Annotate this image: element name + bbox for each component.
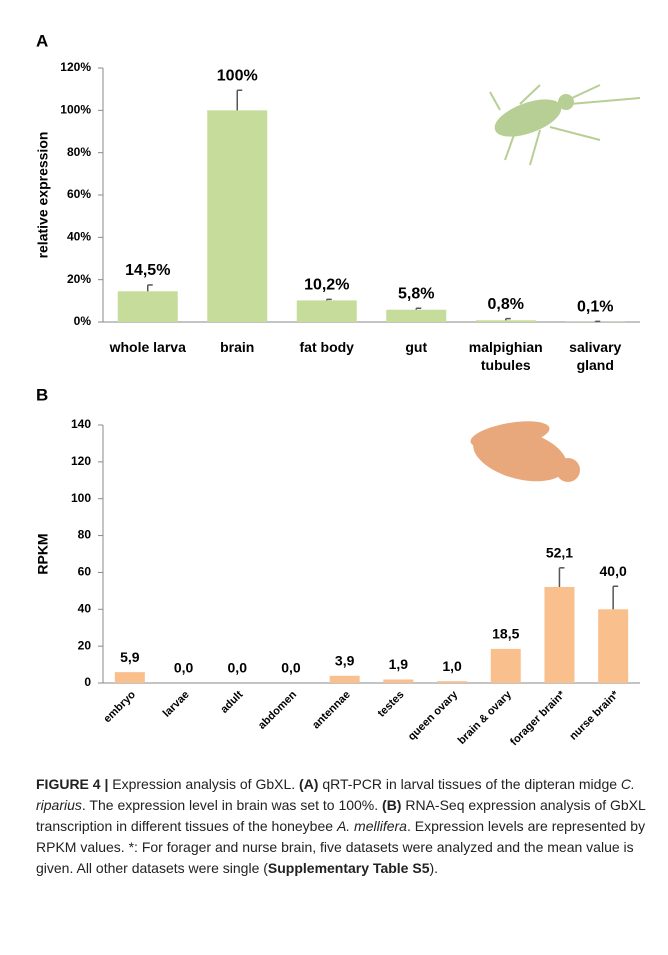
y-tick-label: 60	[78, 565, 92, 579]
x-tick-label: gut	[405, 339, 428, 355]
x-tick-label: abdomen	[256, 689, 299, 732]
value-label: 5,8%	[398, 285, 434, 302]
caption-text: Supplementary Table S5	[267, 860, 430, 876]
caption-text: (B)	[382, 797, 402, 813]
x-tick-label: forager brain*	[508, 688, 568, 748]
caption-text: . Expression levels are represented by R…	[36, 818, 646, 876]
caption-text: . The expression level in brain was set …	[81, 797, 383, 813]
bar	[544, 586, 575, 683]
y-tick-label: 140	[71, 417, 91, 431]
error-bar	[147, 284, 153, 292]
y-tick-label: 100	[71, 491, 91, 505]
x-tick-label: malpighian tubules	[468, 339, 543, 373]
bar	[114, 672, 145, 683]
caption-text: FIGURE 4 |	[36, 776, 109, 792]
y-tick-label: 80	[78, 528, 92, 542]
value-label: 18,5	[492, 626, 519, 642]
error-bar	[236, 89, 243, 111]
x-tick-label: antennae	[310, 689, 353, 732]
y-tick-label: 80%	[67, 145, 91, 159]
y-tick-label: 20%	[67, 272, 91, 286]
x-tick-label: whole larva	[109, 339, 186, 355]
y-tick-label: 0	[84, 675, 91, 689]
bar	[383, 679, 414, 683]
bar	[329, 675, 360, 683]
y-tick-label: 120%	[60, 60, 91, 74]
y-tick-label: 0%	[74, 314, 92, 328]
bee-icon	[470, 421, 580, 482]
y-tick-label: 100%	[60, 103, 91, 117]
value-label: 3,9	[335, 653, 355, 669]
value-label: 14,5%	[125, 262, 170, 279]
value-label: 52,1	[546, 545, 573, 561]
x-tick-label: fat body	[299, 339, 354, 355]
error-bar	[326, 298, 332, 301]
value-label: 5,9	[120, 649, 140, 665]
x-tick-label: brain	[220, 339, 255, 355]
bar	[117, 291, 178, 322]
x-tick-label: nurse brain*	[567, 688, 621, 742]
value-label: 0,0	[281, 660, 301, 676]
caption-text: (A)	[299, 776, 319, 792]
bar	[475, 320, 536, 322]
bar	[386, 309, 447, 322]
caption-text: ).	[429, 860, 439, 876]
error-bar	[558, 567, 565, 587]
value-label: 0,0	[228, 660, 248, 676]
y-axis-label: relative expression	[35, 132, 51, 259]
value-label: 0,8%	[488, 296, 524, 313]
bar	[437, 681, 468, 683]
value-label: 1,0	[442, 658, 462, 674]
caption-text: Expression analysis of GbXL.	[108, 776, 300, 792]
bar	[490, 648, 521, 683]
x-tick-label: adult	[218, 688, 245, 715]
value-label: 1,9	[389, 656, 409, 672]
value-label: 0,1%	[577, 299, 613, 316]
error-bar	[505, 317, 511, 321]
value-label: 40,0	[600, 563, 627, 579]
insect-icon	[489, 84, 641, 166]
panel-label: B	[36, 385, 48, 404]
y-tick-label: 60%	[67, 187, 91, 201]
value-label: 100%	[217, 67, 258, 84]
caption-text: C. riparius	[36, 776, 635, 813]
caption-text: qRT-PCR in larval tissues of the diptera…	[318, 776, 621, 792]
bar	[598, 609, 629, 683]
value-label: 10,2%	[304, 277, 349, 294]
y-axis-label: RPKM	[35, 533, 51, 574]
x-tick-label: brain & ovary	[456, 688, 515, 747]
value-label: 0,0	[174, 660, 194, 676]
x-tick-label: larvae	[161, 689, 192, 720]
error-bar	[612, 585, 619, 610]
error-bar	[415, 307, 422, 310]
panel-label: A	[36, 31, 48, 50]
x-tick-label: embryo	[101, 689, 138, 726]
bar	[207, 110, 268, 322]
y-tick-label: 40	[78, 601, 92, 615]
y-tick-label: 120	[71, 454, 91, 468]
bar	[296, 300, 357, 322]
x-tick-label: testes	[376, 689, 407, 720]
caption-text: A. mellifera	[336, 818, 407, 834]
caption: FIGURE 4 | Expression analysis of GbXL. …	[36, 774, 656, 879]
charts: A B relative expression 0% 20% 40% 60% 80% 100…	[35, 31, 641, 748]
x-tick-label: salivary gland	[569, 339, 622, 373]
y-tick-label: 20	[78, 638, 92, 652]
y-tick-label: 40%	[67, 230, 91, 244]
x-tick-label: queen ovary	[406, 688, 461, 743]
caption-text: RNA-Seq expression analysis of GbXL tran…	[36, 797, 646, 834]
